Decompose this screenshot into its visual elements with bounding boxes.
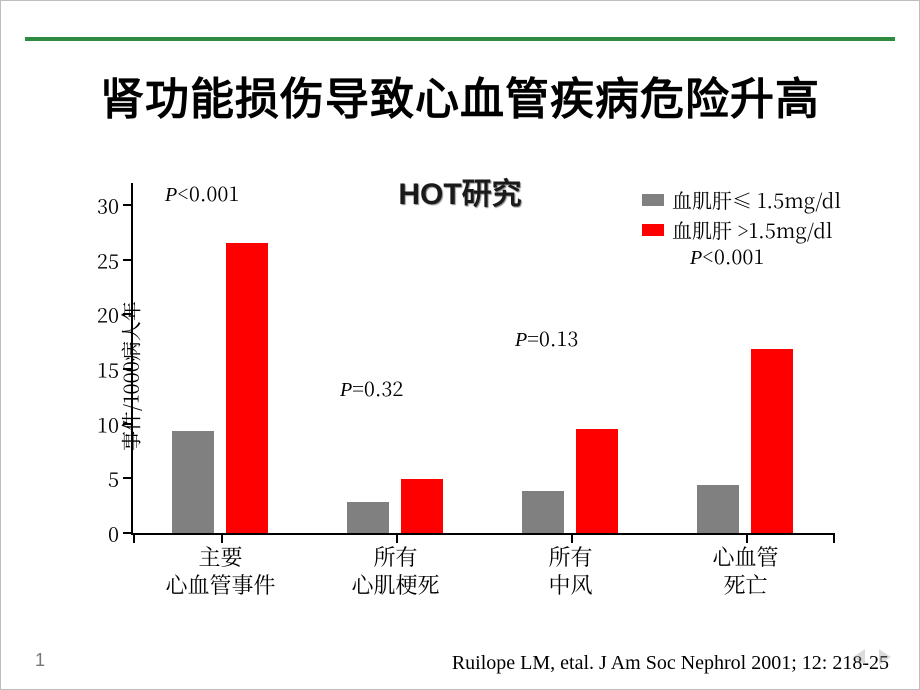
legend-item-b: 血肌肝 >1.5mg/dl	[642, 215, 841, 245]
bar-series-b	[576, 429, 618, 533]
citation: Ruilope LM, etal. J Am Soc Nephrol 2001;…	[452, 652, 889, 675]
nav-prev-icon[interactable]	[851, 647, 871, 667]
category-label: 心血管 死亡	[661, 533, 831, 598]
category-label: 主要 心血管事件	[136, 533, 306, 598]
y-tick-label: 25	[97, 245, 133, 274]
legend-label-a: 血肌肝≤ 1.5mg/dl	[672, 185, 841, 215]
bar-series-a	[172, 431, 214, 533]
top-rule	[25, 37, 895, 41]
bar-series-a	[522, 491, 564, 533]
nav-next-icon[interactable]	[873, 647, 893, 667]
x-tick	[133, 533, 135, 543]
bar-group	[146, 183, 296, 533]
bar-series-a	[347, 502, 389, 533]
legend-label-b: 血肌肝 >1.5mg/dl	[672, 215, 833, 245]
page-number: 1	[35, 650, 45, 671]
legend: 血肌肝≤ 1.5mg/dl 血肌肝 >1.5mg/dl	[642, 185, 841, 245]
p-value-label: P<0.001	[165, 178, 239, 207]
bar-group	[321, 183, 471, 533]
category-label: 所有 中风	[486, 533, 656, 598]
y-tick-label: 0	[108, 519, 133, 548]
bar-group	[496, 183, 646, 533]
category-label: 所有 心肌梗死	[311, 533, 481, 598]
chart: 事件/1000病人年 051015202530P<0.001主要 心血管事件P=…	[61, 161, 861, 591]
x-tick	[833, 533, 835, 543]
y-tick-label: 15	[97, 354, 133, 383]
nav-arrows	[851, 647, 893, 667]
bar-series-b	[401, 479, 443, 533]
y-tick-label: 5	[108, 464, 133, 493]
slide: 肾功能损伤导致心血管疾病危险升高 HOT研究 事件/1000病人年 051015…	[0, 0, 920, 690]
y-tick-label: 30	[97, 190, 133, 219]
legend-item-a: 血肌肝≤ 1.5mg/dl	[642, 185, 841, 215]
legend-swatch-b	[642, 224, 664, 236]
bar-series-b	[751, 349, 793, 533]
y-tick-label: 10	[97, 409, 133, 438]
p-value-label: P=0.13	[515, 323, 578, 352]
bar-series-b	[226, 243, 268, 533]
legend-swatch-a	[642, 194, 664, 206]
p-value-label: P=0.32	[340, 373, 403, 402]
p-value-label: P<0.001	[690, 241, 764, 270]
slide-title: 肾功能损伤导致心血管疾病危险升高	[1, 63, 919, 127]
y-tick-label: 20	[97, 300, 133, 329]
bar-series-a	[697, 485, 739, 533]
